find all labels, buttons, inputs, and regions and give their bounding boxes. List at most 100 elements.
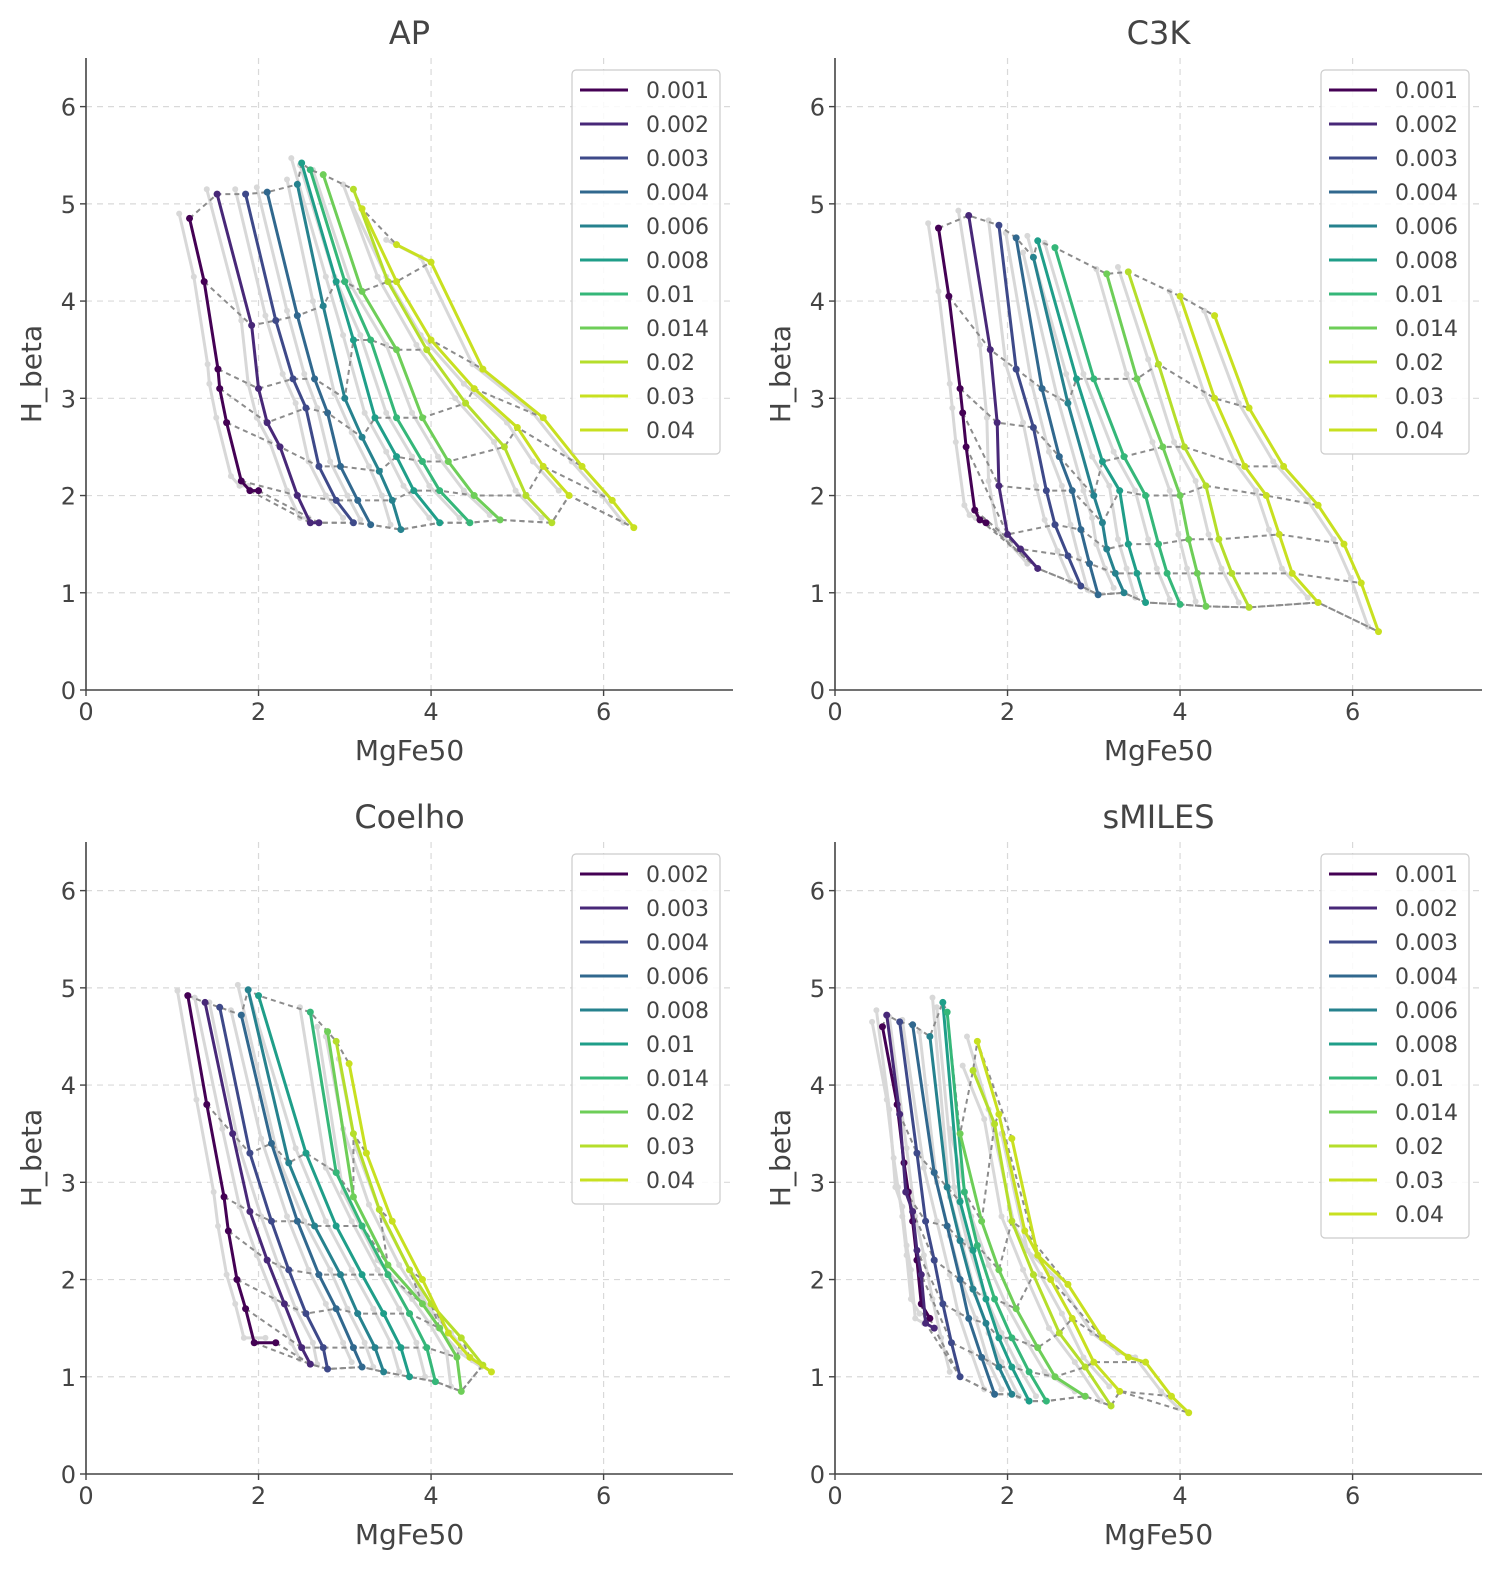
data-point xyxy=(384,1271,392,1279)
y-tick-label: 1 xyxy=(810,1364,825,1392)
legend-entry: 0.02 xyxy=(646,351,695,376)
data-point xyxy=(973,1037,981,1045)
data-point xyxy=(1098,1334,1106,1342)
data-point xyxy=(973,1242,981,1250)
legend-entry: 0.002 xyxy=(646,113,709,138)
data-point xyxy=(427,258,435,266)
legend-entry: 0.001 xyxy=(1395,863,1458,888)
data-point xyxy=(375,467,383,475)
legend-entry: 0.01 xyxy=(646,283,695,308)
ghost-point xyxy=(981,1116,988,1123)
ghost-point xyxy=(434,453,441,460)
data-point xyxy=(371,1344,379,1352)
ghost-point xyxy=(491,439,498,446)
data-point xyxy=(418,458,426,466)
x-tick-label: 0 xyxy=(827,1482,842,1510)
legend-entry: 0.02 xyxy=(646,1101,695,1126)
data-point xyxy=(1103,545,1111,553)
ghost-point xyxy=(920,1252,927,1259)
ghost-point xyxy=(1080,487,1087,494)
series-line-0.02 xyxy=(352,188,553,524)
x-tick-label: 4 xyxy=(423,1482,438,1510)
panel-1: 0 2 4 60123456C3KMgFe50H_beta0.0010.0020.00… xyxy=(764,14,1482,767)
ghost-point xyxy=(383,409,390,416)
data-point xyxy=(267,1217,275,1225)
data-point xyxy=(1357,579,1365,587)
data-point xyxy=(1124,540,1132,548)
x-tick-label: 2 xyxy=(1000,1482,1015,1510)
data-point xyxy=(349,1344,357,1352)
data-point xyxy=(319,171,327,179)
legend: 0.001 0.002 0.003 0.004 0.006 0.008 0.01 0.014 0… xyxy=(571,69,721,455)
data-point xyxy=(926,1032,934,1040)
data-point xyxy=(1051,244,1059,252)
data-point xyxy=(1176,492,1184,500)
ghost-point xyxy=(1166,596,1173,603)
ghost-point xyxy=(1192,477,1199,484)
data-point xyxy=(578,462,586,470)
ghost-point xyxy=(1183,565,1190,572)
data-point xyxy=(1124,1353,1132,1361)
isochrone-line xyxy=(881,999,1013,1139)
data-point xyxy=(276,443,284,451)
ghost-point xyxy=(1175,531,1182,538)
data-point xyxy=(354,496,362,504)
data-point xyxy=(1008,1390,1016,1398)
data-point xyxy=(1202,602,1210,610)
ghost-point xyxy=(234,981,241,988)
isochrone-line xyxy=(227,1230,425,1308)
legend-entry: 0.03 xyxy=(646,1135,695,1160)
data-point xyxy=(302,404,310,412)
ghost-point xyxy=(1054,1276,1061,1283)
data-point xyxy=(272,1339,280,1347)
data-point xyxy=(917,1271,925,1279)
ghost-point xyxy=(925,220,932,227)
ghost-point xyxy=(873,1007,880,1014)
data-point xyxy=(298,159,306,167)
data-point xyxy=(237,1011,245,1019)
isochrone-line xyxy=(187,988,350,1065)
data-point xyxy=(1077,582,1085,590)
isochrone-line xyxy=(928,1318,1189,1414)
ghost-point xyxy=(361,409,368,416)
data-point xyxy=(213,190,221,198)
ghost-point xyxy=(409,453,416,460)
legend-entry: 0.006 xyxy=(646,215,709,240)
data-point xyxy=(1167,1392,1175,1400)
y-tick-label: 2 xyxy=(810,483,825,511)
x-tick-label: 2 xyxy=(251,1482,266,1510)
ghost-point xyxy=(292,1145,299,1152)
data-point xyxy=(1016,545,1024,553)
data-point xyxy=(246,1207,254,1215)
legend-entry: 0.03 xyxy=(1395,1169,1444,1194)
ghost-point xyxy=(1089,453,1096,460)
ghost-point xyxy=(1235,599,1242,606)
data-point xyxy=(1034,1251,1042,1259)
data-point xyxy=(995,1363,1003,1371)
data-point xyxy=(969,1066,977,1074)
ghost-point xyxy=(314,1023,321,1030)
data-point xyxy=(293,180,301,188)
data-point xyxy=(393,278,401,286)
data-point xyxy=(930,1256,938,1264)
data-point xyxy=(418,1300,426,1308)
ghost-point xyxy=(1024,1339,1031,1346)
y-tick-label: 6 xyxy=(810,878,825,906)
x-tick-label: 4 xyxy=(1172,1482,1187,1510)
legend-box xyxy=(1320,853,1470,1239)
data-point xyxy=(565,492,573,500)
data-point xyxy=(909,1207,917,1215)
data-point xyxy=(184,992,192,1000)
data-point xyxy=(200,278,208,286)
data-point xyxy=(324,1365,332,1373)
data-point xyxy=(1228,569,1236,577)
ghost-point xyxy=(284,176,291,183)
isochrone-line xyxy=(275,1341,493,1393)
data-point xyxy=(362,1149,370,1157)
y-tick-label: 4 xyxy=(810,1072,825,1100)
ghost-point xyxy=(1278,565,1285,572)
ghost-point xyxy=(529,458,536,465)
data-point xyxy=(293,312,301,320)
x-axis-label: MgFe50 xyxy=(355,734,464,767)
ghost-point xyxy=(232,1300,239,1307)
